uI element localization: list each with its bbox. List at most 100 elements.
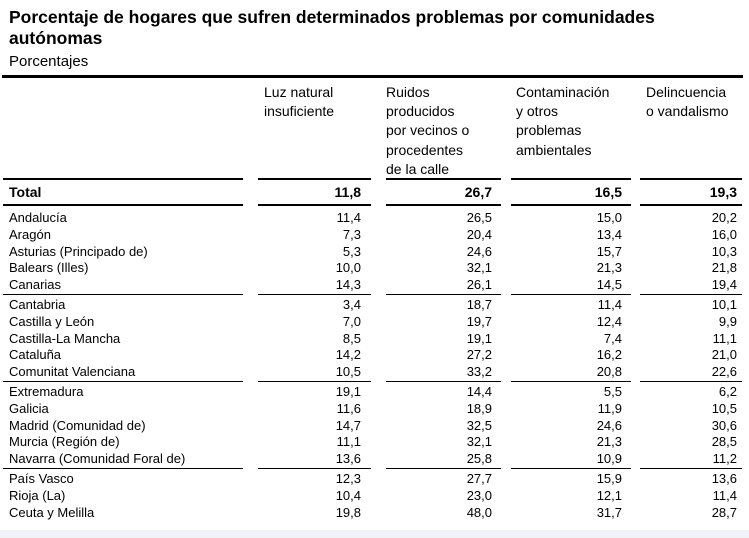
cell-value: 32,1 [466,260,492,275]
table-row: Galicia 11,6 18,9 11,9 10,5 [0,400,749,417]
cell-value: 10,1 [711,297,737,312]
cell-value: 10,3 [711,244,737,259]
group-divider [258,294,371,295]
total-bottom-rule [386,204,501,206]
cell-value: 48,0 [466,505,492,520]
cell-value: 11,4 [336,210,361,225]
cell-value: 21,3 [596,260,622,275]
cell-value: 11,2 [712,451,737,466]
table-row: Aragón 7,3 20,4 13,4 16,0 [0,226,749,243]
row-label: Navarra (Comunidad Foral de) [9,451,186,466]
cell-value: 7,3 [342,227,361,242]
cell-value: 19,8 [335,505,361,520]
cell-value: 14,7 [335,418,361,433]
cell-value: 20,8 [596,364,622,379]
group-divider [3,381,243,382]
cell-value: 11,6 [336,401,361,416]
header-bottom-rule [511,178,631,180]
row-label: Madrid (Comunidad de) [9,418,146,433]
cell-value: 10,0 [335,260,361,275]
header-top-rule [2,75,743,78]
cell-value: 14,2 [335,347,361,362]
cell-value: 15,9 [596,471,622,486]
cell-value: 14,4 [466,384,492,399]
cell-value: 12,1 [596,488,622,503]
cell-value: 33,2 [466,364,492,379]
cell-value: 23,0 [466,488,492,503]
group-divider [511,468,631,469]
table-row: Asturias (Principado de) 5,3 24,6 15,7 10,3 [0,243,749,260]
cell-value: 11,4 [712,488,737,503]
row-label: Cataluña [9,347,62,362]
cell-value: 5,5 [603,384,622,399]
cell-value: 32,5 [466,418,492,433]
row-label: Castilla y León [9,314,95,329]
cell-value: 10,5 [711,401,737,416]
cell-value: 26,7 [464,184,492,200]
cell-value: 27,2 [466,347,492,362]
row-label: Balears (Illes) [9,260,89,275]
cell-value: 11,8 [334,184,361,200]
cell-value: 14,5 [596,277,622,292]
row-label: Rioja (La) [9,488,66,503]
cell-value: 16,5 [594,184,622,200]
cell-value: 16,2 [596,347,622,362]
cell-value: 20,2 [711,210,737,225]
total-bottom-rule [640,204,742,206]
cell-value: 30,6 [711,418,737,433]
cell-value: 26,5 [466,210,492,225]
row-label: Aragón [9,227,51,242]
cell-value: 7,4 [603,331,622,346]
cell-value: 15,7 [596,244,622,259]
table-row: Navarra (Comunidad Foral de) 13,6 25,8 10,9… [0,450,749,467]
cell-value: 15,0 [596,210,622,225]
cell-value: 10,9 [596,451,622,466]
cell-value: 8,5 [342,331,361,346]
group-divider [258,468,371,469]
cell-value: 25,8 [466,451,492,466]
cell-value: 12,3 [335,471,361,486]
cell-value: 11,1 [712,331,737,346]
header-bottom-rule [258,178,371,180]
group-divider [640,468,742,469]
cell-value: 22,6 [711,364,737,379]
cell-value: 13,6 [335,451,361,466]
total-row: Total 11,8 26,7 16,5 19,3 [0,184,749,201]
table-row: Ceuta y Melilla 19,8 48,0 31,7 28,7 [0,504,749,521]
cell-value: 6,2 [718,384,737,399]
cell-value: 3,4 [342,297,361,312]
cell-value: 18,9 [466,401,492,416]
group-divider [386,381,501,382]
group-divider [640,294,742,295]
table-row: Extremadura 19,1 14,4 5,5 6,2 [0,383,749,400]
group-divider [640,381,742,382]
row-label: Extremadura [9,384,84,399]
table-row: Madrid (Comunidad de) 14,7 32,5 24,6 30,6 [0,417,749,434]
table-row: Cataluña 14,2 27,2 16,2 21,0 [0,346,749,363]
cell-value: 19,1 [335,384,361,399]
row-label: Castilla-La Mancha [9,331,121,346]
row-label: Cantabria [9,297,66,312]
total-bottom-rule [3,204,243,206]
row-label: País Vasco [9,471,74,486]
table-row: Castilla y León 7,0 19,7 12,4 9,9 [0,313,749,330]
cell-value: 28,5 [711,434,737,449]
cell-value: 12,4 [596,314,622,329]
page-subtitle: Porcentajes [9,53,89,70]
cell-value: 32,1 [466,434,492,449]
group-divider [511,381,631,382]
cell-value: 24,6 [596,418,622,433]
cell-value: 11,4 [597,297,622,312]
row-label: Ceuta y Melilla [9,505,95,520]
cell-value: 10,5 [335,364,361,379]
cell-value: 13,4 [596,227,622,242]
cell-value: 19,7 [466,314,492,329]
cell-value: 21,8 [711,260,737,275]
group-divider [386,468,501,469]
table-row: País Vasco 12,3 27,7 15,9 13,6 [0,470,749,487]
col-header-ruidos: Ruidos producidos por vecinos o proceden… [386,84,470,177]
table-row: Comunitat Valenciana 10,5 33,2 20,8 22,6 [0,363,749,380]
table-row: Andalucía 11,4 26,5 15,0 20,2 [0,209,749,226]
header-bottom-rule [640,178,742,180]
row-label: Andalucía [9,210,67,225]
